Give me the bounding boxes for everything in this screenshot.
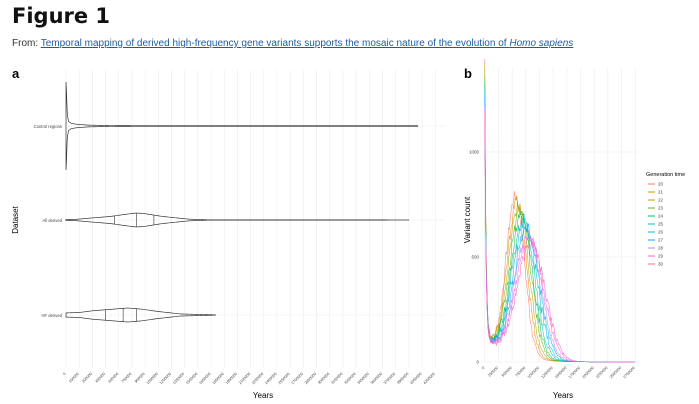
series-line-24 [484,82,635,363]
panel-a-x-tick-18: 2700000 [291,372,304,385]
panel-a-letter: a [12,66,20,81]
panel-a-x-tick-7: 1050000 [146,372,159,385]
panel-b-x-tick-labels: 0 250000 500000 750000 1000000 1250000 1500000… [481,366,636,379]
legend-label-29: 29 [658,254,664,259]
panel-b-x-tick-11: 2750000 [623,366,636,379]
panel-a-x-tick-21: 3150000 [330,372,343,385]
panel-b-y-tick-2: 1000 [469,150,480,155]
panel-b-x-tick-0: 0 [481,366,485,370]
legend-label-20: 20 [658,182,664,187]
panel-a-x-tick-24: 3600000 [370,372,383,385]
panel-a-x-tick-0: 0 [62,372,66,376]
violin-0 [65,82,418,170]
panel-a-x-tick-26: 3900000 [396,372,409,385]
series-line-30 [484,117,635,363]
panel-b-x-axis-label: Years [553,391,573,400]
series-line-22 [484,70,635,363]
series-line-21 [484,64,635,363]
panel-b-x-tick-6: 1500000 [554,366,567,379]
panel-a-y-tick-2: HF derived [42,313,63,318]
panel-a-x-tick-13: 1950000 [225,372,238,385]
panel-a-y-tick-1: All derived [42,218,62,223]
legend-label-28: 28 [658,246,664,251]
panel-a-x-axis-label: Years [253,391,273,400]
panel-b-legend: Generation time 20 21 22 23 24 25 26 27 28 29 30 [646,172,685,267]
panel-b-x-tick-7: 1750000 [568,366,581,379]
legend-label-26: 26 [658,230,664,235]
panel-b-x-tick-1: 250000 [487,366,499,378]
panel-a-x-tick-3: 450000 [94,372,106,384]
panel-b-y-tick-0: 0 [476,360,479,365]
panel-b-gridlines [482,68,638,363]
legend-items: 20 21 22 23 24 25 26 27 28 29 30 [648,182,664,267]
panel-a-x-tick-5: 750000 [121,372,133,384]
panel-b-letter: b [464,66,472,81]
article-link[interactable]: Temporal mapping of derived high-frequen… [41,38,574,49]
series-line-29 [484,112,635,363]
legend-label-25: 25 [658,222,664,227]
panel-a-violins [65,82,418,323]
series-line-25 [484,88,635,363]
article-link-italic: Homo sapiens [509,38,574,49]
from-label: From: [12,38,39,49]
panel-a-x-tick-19: 2850000 [304,372,317,385]
violin-1 [65,212,410,228]
legend-label-27: 27 [658,238,664,243]
panel-a-x-tick-22: 3300000 [344,372,357,385]
panel-a-x-tick-10: 1500000 [185,372,198,385]
panel-b-x-tick-2: 500000 [501,366,513,378]
legend-label-22: 22 [658,198,664,203]
panel-a-x-tick-20: 3000000 [317,372,330,385]
panel-b-x-tick-10: 2500000 [609,366,622,379]
panel-b-x-tick-3: 750000 [515,366,527,378]
panel-a-x-tick-14: 2100000 [238,372,251,385]
legend-label-30: 30 [658,262,664,267]
panel-a-x-tick-labels: 0 150000 300000 450000 600000 750000 900000 105… [62,372,436,385]
legend-label-23: 23 [658,206,664,211]
panel-a-x-tick-28: 4200000 [423,372,436,385]
series-line-23 [484,76,635,363]
panel-b-y-axis-label: Variant count [463,196,472,243]
panel-b-x-tick-4: 1000000 [527,366,540,379]
panel-b-x-tick-9: 2250000 [595,366,608,379]
panel-a-x-tick-8: 1200000 [159,372,172,385]
panel-a-x-tick-6: 900000 [134,372,146,384]
panel-a-x-tick-12: 1800000 [212,372,225,385]
panel-a-x-tick-27: 4050000 [409,372,422,385]
panel-a-x-tick-4: 600000 [108,372,120,384]
figure-title: Figure 1 [12,4,111,28]
panel-b-series-lines [484,59,635,363]
legend-label-21: 21 [658,190,664,195]
panel-a-x-tick-17: 2550000 [278,372,291,385]
series-line-20 [484,59,635,363]
panel-a-y-tick-labels: Control regions All derived HF derived [34,124,63,318]
panel-a-x-tick-15: 2250000 [251,372,264,385]
article-link-text: Temporal mapping of derived high-frequen… [40,38,507,49]
panel-a-x-tick-1: 150000 [68,372,80,384]
legend-label-24: 24 [658,214,664,219]
panel-a-x-tick-25: 3750000 [383,372,396,385]
panel-b-y-tick-labels: 0 500 1000 [469,150,480,365]
violin-2 [65,307,216,323]
source-line: From: Temporal mapping of derived high-f… [12,38,573,49]
panel-a-y-tick-0: Control regions [34,124,62,129]
panel-a-x-tick-9: 1350000 [172,372,185,385]
panel-a-x-tick-16: 2400000 [264,372,277,385]
panel-a-x-tick-2: 300000 [81,372,93,384]
panel-b-x-tick-5: 1250000 [541,366,554,379]
panel-a-y-axis-label: Dataset [11,205,20,233]
panel-a-x-tick-23: 3450000 [357,372,370,385]
panel-b-x-tick-8: 2000000 [582,366,595,379]
panel-b-y-tick-1: 500 [471,255,479,260]
legend-title: Generation time [646,172,685,178]
panel-a-x-tick-11: 1650000 [198,372,211,385]
panel-a-gridlines [65,70,444,368]
